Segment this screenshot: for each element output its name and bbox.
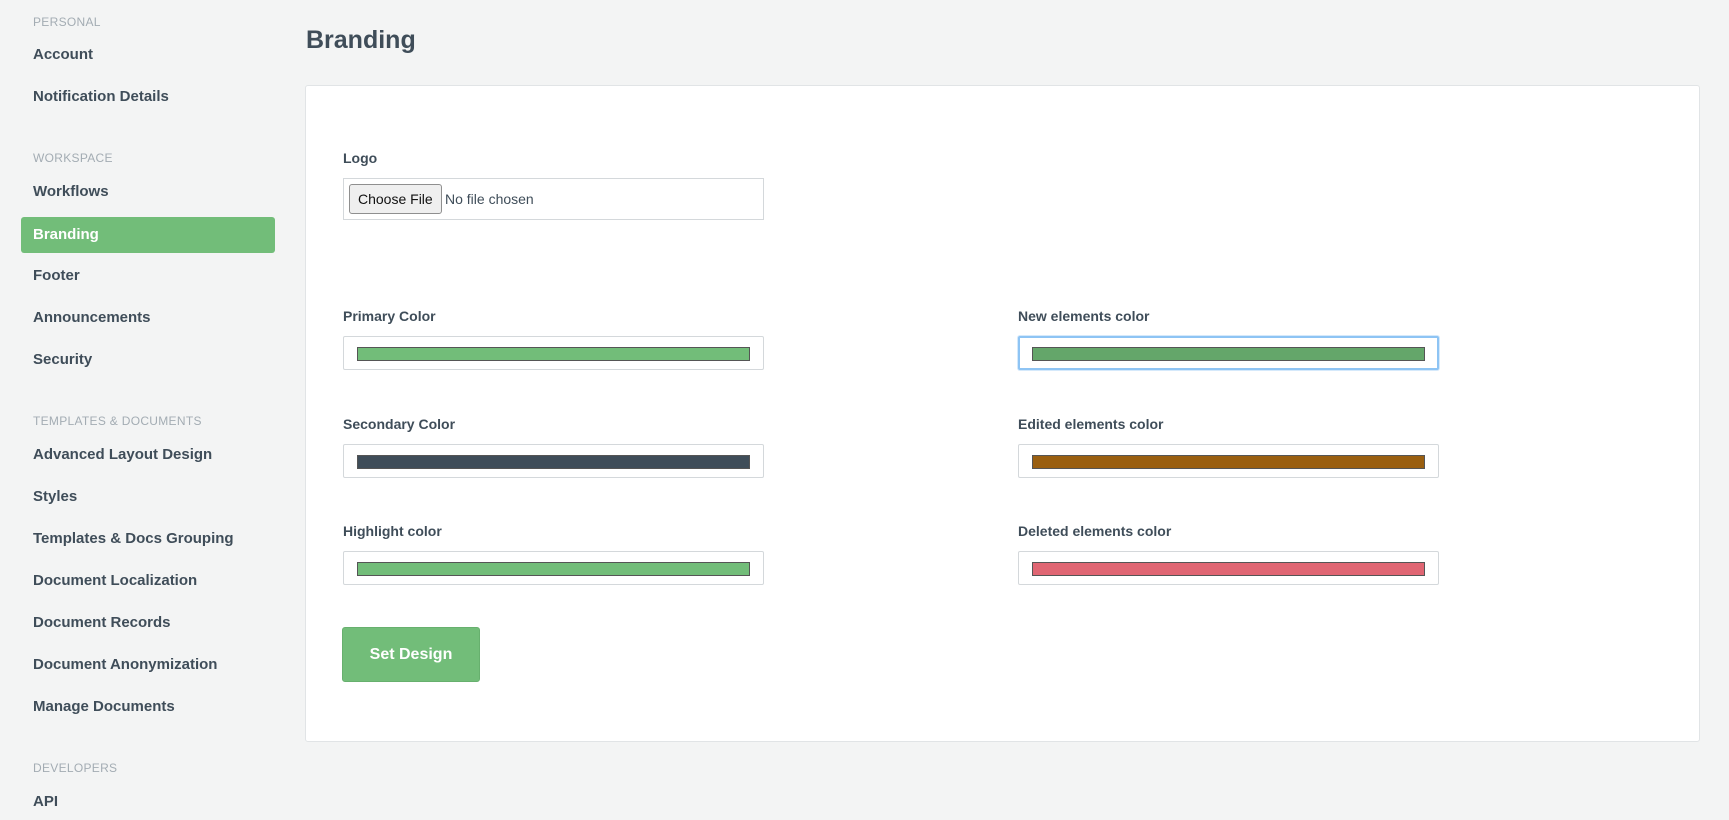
sidebar-item-manage-documents[interactable]: Manage Documents <box>33 698 175 715</box>
branding-form-card: Logo Choose File No file chosen Primary … <box>305 85 1700 742</box>
sidebar-item-templates-docs-grouping[interactable]: Templates & Docs Grouping <box>33 530 234 547</box>
edited-elements-color-input[interactable] <box>1018 444 1439 478</box>
sidebar-item-workflows[interactable]: Workflows <box>33 183 109 200</box>
file-status-text: No file chosen <box>445 191 534 207</box>
highlight-color-label: Highlight color <box>343 523 442 539</box>
edited-elements-color-swatch <box>1032 455 1425 469</box>
deleted-elements-color-input[interactable] <box>1018 551 1439 585</box>
sidebar-item-branding[interactable]: Branding <box>21 217 275 253</box>
deleted-elements-color-label: Deleted elements color <box>1018 523 1172 539</box>
settings-sidebar: PERSONAL Account Notification Details WO… <box>0 0 290 816</box>
edited-elements-color-label: Edited elements color <box>1018 416 1164 432</box>
primary-color-input[interactable] <box>343 336 764 370</box>
primary-color-swatch <box>357 347 750 361</box>
sidebar-item-document-records[interactable]: Document Records <box>33 614 171 631</box>
primary-color-label: Primary Color <box>343 308 436 324</box>
section-title-templates-documents: TEMPLATES & DOCUMENTS <box>33 414 202 428</box>
new-elements-color-label: New elements color <box>1018 308 1150 324</box>
choose-file-button[interactable]: Choose File <box>349 184 442 214</box>
sidebar-item-styles[interactable]: Styles <box>33 488 78 505</box>
logo-label: Logo <box>343 150 378 166</box>
secondary-color-swatch <box>357 455 750 469</box>
page-title: Branding <box>306 26 416 54</box>
deleted-elements-color-swatch <box>1032 562 1425 576</box>
set-design-button[interactable]: Set Design <box>342 627 480 682</box>
sidebar-item-announcements[interactable]: Announcements <box>33 309 151 326</box>
section-title-workspace: WORKSPACE <box>33 151 113 165</box>
sidebar-item-advanced-layout-design[interactable]: Advanced Layout Design <box>33 446 213 463</box>
sidebar-item-document-anonymization[interactable]: Document Anonymization <box>33 656 218 673</box>
highlight-color-swatch <box>357 562 750 576</box>
secondary-color-label: Secondary Color <box>343 416 456 432</box>
logo-file-input[interactable]: Choose File No file chosen <box>343 178 764 220</box>
sidebar-item-security[interactable]: Security <box>33 351 93 368</box>
new-elements-color-swatch <box>1032 347 1425 361</box>
highlight-color-input[interactable] <box>343 551 764 585</box>
sidebar-item-notification-details[interactable]: Notification Details <box>33 88 169 105</box>
sidebar-item-account[interactable]: Account <box>33 46 93 63</box>
sidebar-item-footer[interactable]: Footer <box>33 267 80 284</box>
section-title-developers: DEVELOPERS <box>33 761 118 775</box>
sidebar-item-api[interactable]: API <box>33 793 59 810</box>
new-elements-color-input[interactable] <box>1018 336 1439 370</box>
section-title-personal: PERSONAL <box>33 15 101 29</box>
secondary-color-input[interactable] <box>343 444 764 478</box>
sidebar-item-document-localization[interactable]: Document Localization <box>33 572 198 589</box>
